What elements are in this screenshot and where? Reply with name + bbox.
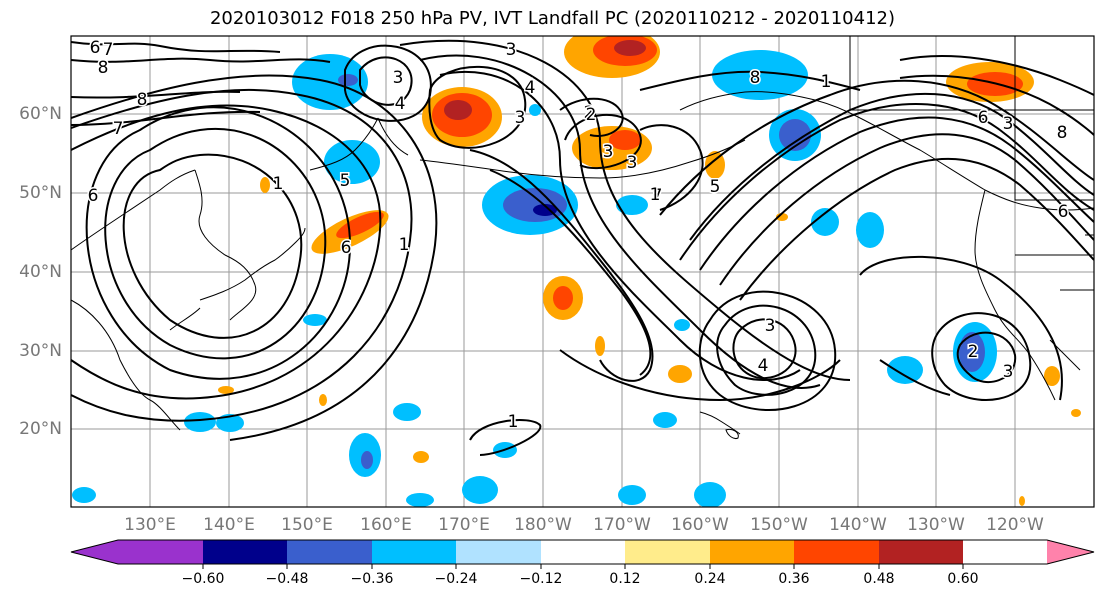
contour-label: 3: [393, 68, 404, 88]
lon-label-160e: 160°E: [360, 515, 412, 535]
lon-label-130w: 130°W: [907, 515, 965, 535]
map-gridlines: [71, 36, 1094, 507]
lon-label-120w: 120°W: [986, 515, 1044, 535]
lat-label-20n: 20°N: [19, 419, 62, 439]
contour-label: 2: [584, 103, 595, 123]
contour-label: 1: [399, 235, 410, 255]
contour-label: 3: [603, 142, 614, 162]
lon-label-160w: 160°W: [671, 515, 729, 535]
contour-label: 3: [506, 40, 517, 60]
lon-label-150w: 150°W: [750, 515, 808, 535]
lat-label-60n: 60°N: [19, 104, 62, 124]
colorbar-tick-label: 0.48: [863, 571, 895, 587]
coastlines: [71, 36, 1094, 439]
contour-label: 1: [821, 72, 832, 92]
colorbar-tick-label: −0.12: [519, 571, 563, 587]
colorbar-tick-label: 0.36: [778, 571, 810, 587]
contour-label: 2: [586, 105, 597, 125]
contour-label: 5: [710, 177, 721, 197]
contour-label: 8: [1057, 123, 1068, 143]
contour-label: 1: [273, 174, 284, 194]
contour-label: 4: [395, 94, 406, 114]
contour-label: 6: [978, 108, 989, 128]
colorbar-tick-label: −0.60: [181, 571, 225, 587]
contour-label: 4: [525, 78, 536, 98]
contour-label: 6: [88, 186, 99, 206]
lat-label-30n: 30°N: [19, 341, 62, 361]
colorbar-tick-label: 0.12: [609, 571, 641, 587]
contour-label: 3: [627, 153, 638, 173]
lon-label-170e: 170°E: [438, 515, 490, 535]
contour-label: 7: [113, 119, 124, 139]
colorbar-tick-label: −0.36: [350, 571, 394, 587]
lat-label-40n: 40°N: [19, 262, 62, 282]
contour-label: 8: [750, 68, 761, 88]
lon-label-130e: 130°E: [124, 515, 176, 535]
contour-label: 8: [98, 58, 109, 78]
colorbar-tick-label: 0.24: [694, 571, 726, 587]
lon-label-150e: 150°E: [281, 515, 333, 535]
colorbar-tick-label: −0.24: [434, 571, 478, 587]
lon-label-140w: 140°W: [829, 515, 887, 535]
contour-label: 5: [340, 171, 351, 191]
contour-label: 1: [650, 185, 661, 205]
contour-label: 7: [652, 186, 663, 206]
lat-label-50n: 50°N: [19, 183, 62, 203]
lon-label-180w: 180°W: [514, 515, 572, 535]
contour-label: 3: [1003, 114, 1014, 134]
contour-label: 3: [765, 316, 776, 336]
contour-label: 6: [1058, 202, 1069, 222]
contour-label: 4: [758, 356, 769, 376]
colorbar-tick-label: 0.60: [947, 571, 979, 587]
lon-label-170w: 170°W: [593, 515, 651, 535]
lon-label-140e: 140°E: [203, 515, 255, 535]
contour-label: 7: [103, 40, 114, 60]
contour-label: 3: [1003, 362, 1014, 382]
ivt-contours: [71, 39, 1094, 456]
colorbar-tick-label: −0.48: [265, 571, 309, 587]
contour-label: 1: [508, 412, 519, 432]
contour-label: 8: [137, 90, 148, 110]
map-frame: [70, 35, 1095, 508]
contour-label: 6: [341, 238, 352, 258]
map-title: 2020103012 F018 250 hPa PV, IVT Landfall…: [209, 8, 896, 29]
contour-label: 3: [515, 108, 526, 128]
pv-shading: [72, 36, 1081, 507]
contour-label: 2: [968, 342, 979, 362]
contour-label: 6: [90, 38, 101, 58]
